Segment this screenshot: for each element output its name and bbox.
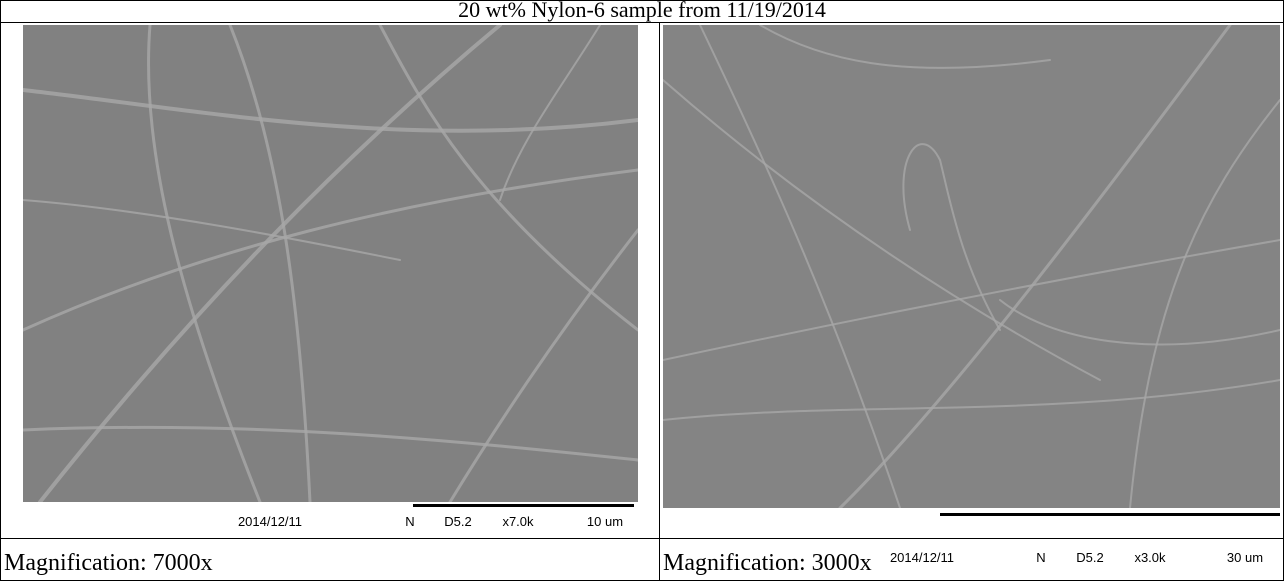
image-mag: x3.0k	[1134, 550, 1166, 565]
image-date: 2014/12/11	[890, 550, 954, 565]
image-scale: 10 um	[587, 514, 623, 529]
image-scale: 30 um	[1227, 550, 1263, 565]
sem-image-right: 2014/12/11 N D5.2 x3.0k 30 um	[663, 25, 1280, 565]
image-wd: D5.2	[1076, 550, 1103, 565]
title: 20 wt% Nylon-6 sample from 11/19/2014	[458, 0, 826, 22]
image-mode: N	[1036, 550, 1045, 565]
image-date: 2014/12/11	[238, 514, 302, 529]
image-wd: D5.2	[444, 514, 471, 529]
caption: Magnification: 7000x	[4, 550, 213, 576]
image-mag: x7.0k	[502, 514, 534, 529]
caption: Magnification: 3000x	[663, 550, 872, 576]
image-mode: N	[405, 514, 414, 529]
sem-image-left: 2014/12/11 N D5.2 x7.0k 10 um	[23, 25, 638, 529]
